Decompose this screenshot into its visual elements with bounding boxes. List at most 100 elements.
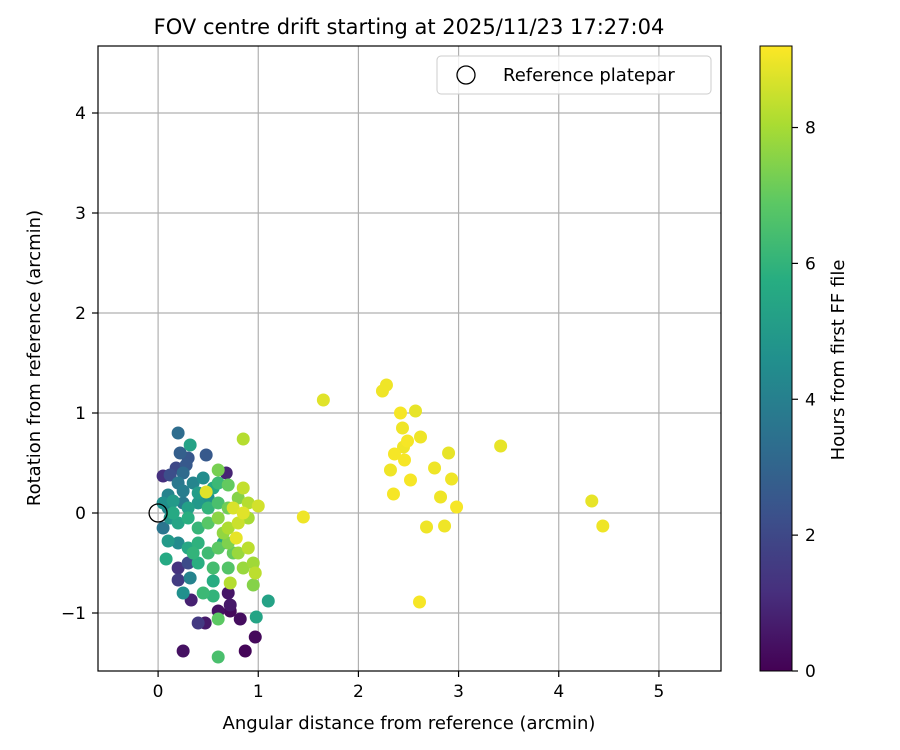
x-tick-label: 2 [353, 682, 364, 702]
scatter-point [236, 506, 250, 520]
scatter-point [211, 650, 225, 664]
scatter-point [249, 610, 263, 624]
y-tick-label: 0 [75, 504, 86, 524]
scatter-point [383, 463, 397, 477]
scatter-point [206, 574, 220, 588]
scatter-point [171, 426, 185, 440]
x-tick-label: 0 [153, 682, 164, 702]
scatter-point [238, 644, 252, 658]
scatter-point [211, 541, 225, 555]
scatter-point [211, 612, 225, 626]
scatter-point [226, 501, 240, 515]
scatter-point [413, 595, 427, 609]
chart-title: FOV centre drift starting at 2025/11/23 … [154, 15, 665, 39]
scatter-point [241, 496, 255, 510]
scatter-point [171, 561, 185, 575]
x-tick-label: 5 [653, 682, 664, 702]
scatter-point [186, 476, 200, 490]
scatter-point [199, 448, 213, 462]
scatter-point [191, 536, 205, 550]
scatter-point [206, 589, 220, 603]
legend-box [436, 55, 712, 95]
y-tick-label: 3 [75, 204, 86, 224]
scatter-point [231, 491, 245, 505]
scatter-point [236, 481, 250, 495]
scatter-point [400, 434, 414, 448]
colorbar [759, 45, 793, 672]
y-axis-label: Rotation from reference (arcmin) [24, 210, 45, 506]
y-axis-ticks: −1 0 1 2 3 4 [61, 104, 98, 624]
x-tick-label: 1 [253, 682, 264, 702]
scatter-point [246, 556, 260, 570]
scatter-point [161, 534, 175, 548]
x-tick-label: 3 [453, 682, 464, 702]
scatter-point [191, 616, 205, 630]
scatter-point [251, 499, 265, 513]
scatter-point [201, 501, 215, 515]
reference-platepar-marker [148, 503, 168, 523]
scatter-point [211, 511, 225, 525]
scatter-point [176, 586, 190, 600]
scatter-point [156, 521, 170, 535]
scatter-point [248, 630, 262, 644]
x-axis-label: Angular distance from reference (arcmin) [223, 713, 596, 734]
scatter-point [246, 578, 260, 592]
scatter-point [445, 472, 459, 486]
scatter-point [248, 566, 262, 580]
scatter-point [176, 484, 190, 498]
scatter-point [181, 501, 195, 515]
y-tick-label: 2 [75, 304, 86, 324]
scatter-point [166, 506, 180, 520]
scatter-point [428, 461, 442, 475]
scatter-point [236, 561, 250, 575]
scatter-point [211, 476, 225, 490]
scatter-point [173, 446, 187, 460]
scatter-point [236, 432, 250, 446]
scatter-point [494, 439, 508, 453]
scatter-point [181, 511, 195, 525]
scatter-point [414, 430, 428, 444]
scatter-point [211, 496, 225, 510]
scatter-point [223, 576, 237, 590]
scatter-point [585, 494, 599, 508]
colorbar-tick-label: 2 [805, 526, 816, 546]
colorbar-tick-label: 8 [805, 119, 816, 139]
y-tick-label: −1 [61, 604, 86, 624]
scatter-point [404, 473, 418, 487]
scatter-point [434, 490, 448, 504]
colorbar-tick-label: 0 [805, 662, 816, 682]
scatter-point [191, 556, 205, 570]
plot-frame [97, 45, 722, 672]
scatter-point [211, 463, 225, 477]
scatter-point [176, 466, 190, 480]
scatter-point [316, 393, 330, 407]
colorbar-tick-label: 4 [805, 390, 816, 410]
scatter-point [159, 552, 173, 566]
scatter-point [171, 573, 185, 587]
scatter-point [156, 496, 170, 510]
scatter-point [183, 571, 197, 585]
scatter-point [223, 598, 237, 612]
scatter-point [221, 586, 235, 600]
scatter-point [206, 561, 220, 575]
colorbar-ticks: 0 2 4 6 8 [792, 119, 816, 682]
colorbar-tick-label: 6 [805, 254, 816, 274]
scatter-point [397, 453, 411, 467]
colorbar-label: Hours from first FF file [828, 260, 849, 461]
scatter-point [442, 446, 456, 460]
scatter-point [181, 556, 195, 570]
scatter-point [201, 516, 215, 530]
legend: Reference platepar [436, 55, 712, 95]
scatter-point [166, 494, 180, 508]
scatter-point [221, 521, 235, 535]
scatter-point [241, 541, 255, 555]
y-tick-label: 1 [75, 404, 86, 424]
scatter-point [183, 438, 197, 452]
scatter-point [395, 421, 409, 435]
scatter-point [196, 471, 210, 485]
scatter-point [231, 546, 245, 560]
scatter-point [171, 536, 185, 550]
x-tick-label: 4 [553, 682, 564, 702]
scatter-point [221, 478, 235, 492]
scatter-point [221, 561, 235, 575]
